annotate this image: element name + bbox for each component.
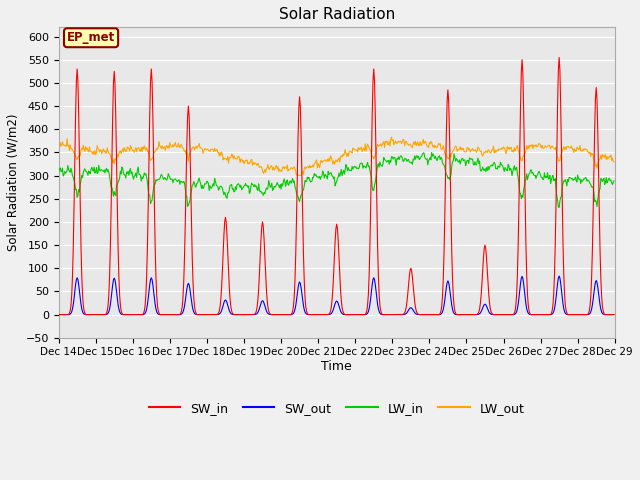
Title: Solar Radiation: Solar Radiation xyxy=(278,7,395,22)
Text: EP_met: EP_met xyxy=(67,31,115,44)
Legend: SW_in, SW_out, LW_in, LW_out: SW_in, SW_out, LW_in, LW_out xyxy=(144,397,529,420)
Y-axis label: Solar Radiation (W/m2): Solar Radiation (W/m2) xyxy=(7,114,20,251)
X-axis label: Time: Time xyxy=(321,360,352,373)
